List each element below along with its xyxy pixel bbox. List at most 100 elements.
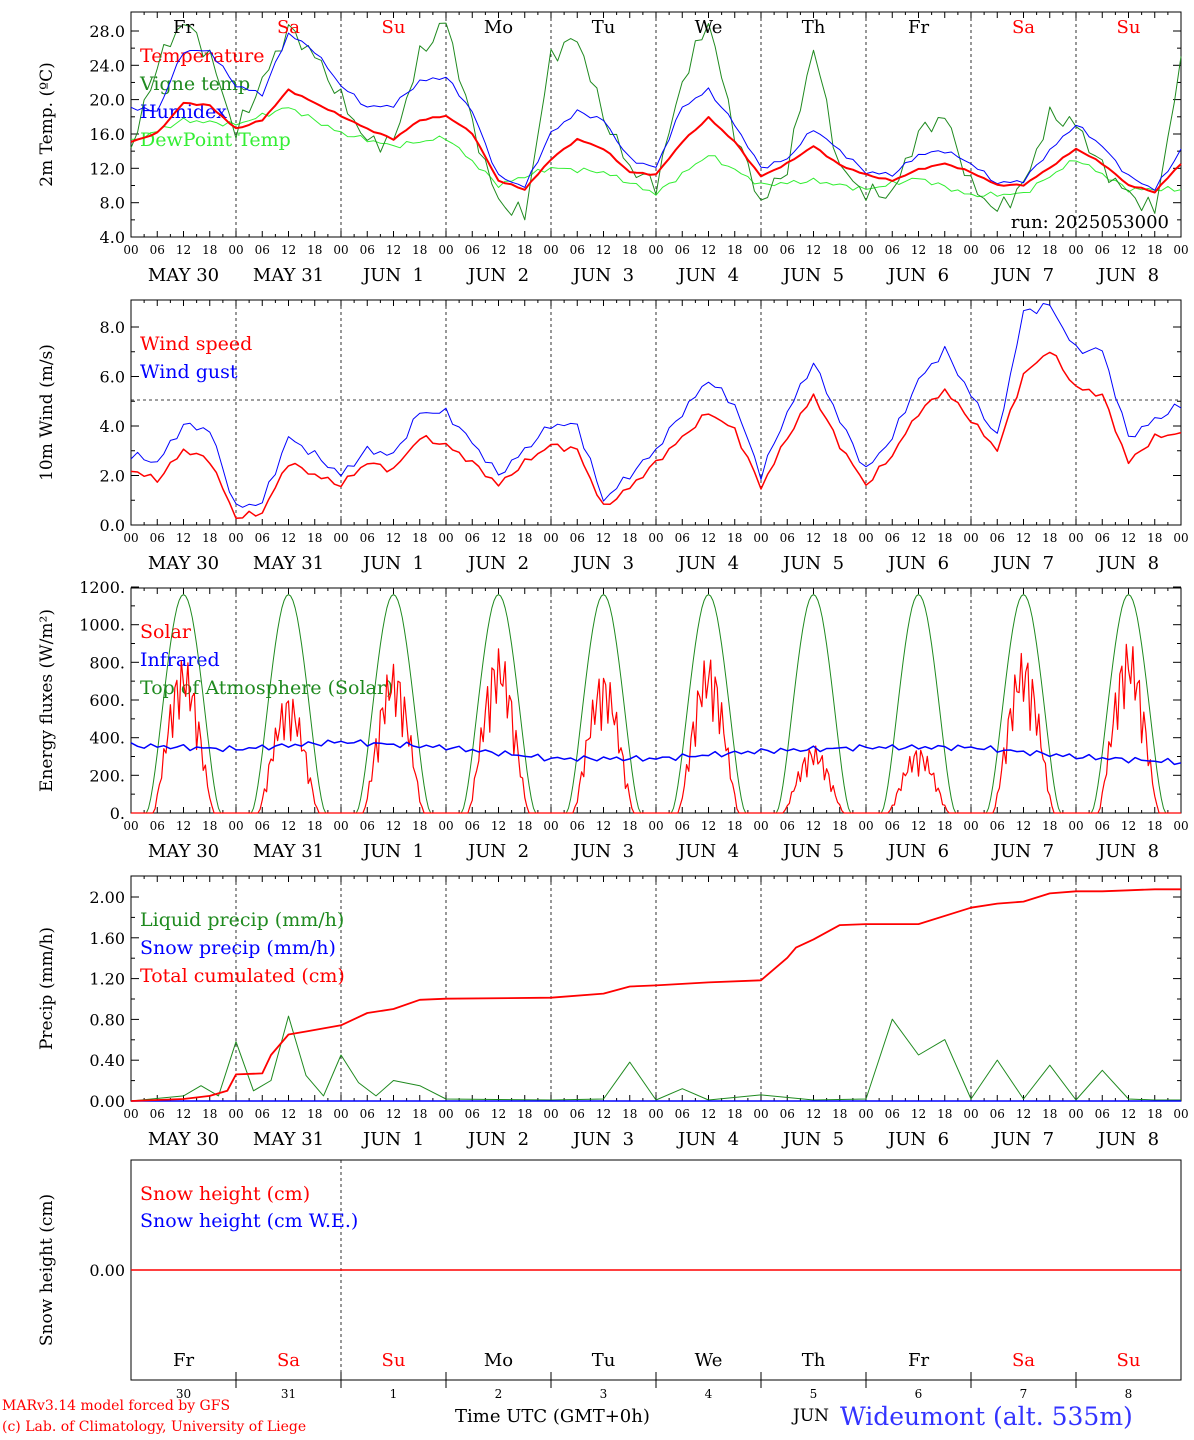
hour-label: 06: [675, 243, 690, 257]
hour-label: 06: [1095, 531, 1110, 545]
hour-label: 18: [307, 819, 322, 833]
hour-label: 18: [412, 243, 427, 257]
date-label: JUN 7: [991, 553, 1054, 574]
hour-label: 18: [1147, 1107, 1162, 1121]
hour-label: 18: [412, 1107, 427, 1121]
hour-label: 00: [543, 531, 558, 545]
hour-label: 12: [1016, 1107, 1031, 1121]
hour-label: 12: [281, 1107, 296, 1121]
hour-label: 18: [1042, 243, 1057, 257]
hour-label: 12: [1121, 1107, 1136, 1121]
hour-label: 12: [1016, 819, 1031, 833]
hour-label: 18: [622, 819, 637, 833]
hour-label: 12: [386, 531, 401, 545]
hour-label: 12: [701, 243, 716, 257]
series-humidex: [130, 32, 1182, 191]
hour-label: 06: [780, 1107, 795, 1121]
hour-label: 00: [858, 819, 873, 833]
legend-snow-height-cm-: Snow height (cm): [140, 1183, 310, 1205]
legend-dewpoint-temp: DewPoint Temp: [140, 129, 291, 151]
weekday-label: Sa: [1012, 1350, 1035, 1371]
hour-label: 06: [360, 1107, 375, 1121]
y-tick-label: 1.20: [89, 970, 125, 989]
series-vigne-temp: [130, 22, 1182, 221]
hour-label: 18: [517, 819, 532, 833]
location-label: Wideumont (alt. 535m): [840, 1402, 1133, 1431]
hour-label: 00: [228, 243, 243, 257]
hour-label: 00: [963, 531, 978, 545]
hour-label: 18: [1042, 531, 1057, 545]
hour-label: 00: [753, 1107, 768, 1121]
hour-label: 06: [255, 531, 270, 545]
y-axis-label: Precip (mm/h): [37, 927, 57, 1050]
hour-label: 00: [963, 243, 978, 257]
legend-top-of-atmosphere-solar-: Top of Atmosphere (Solar): [140, 677, 393, 699]
hour-label: 00: [648, 531, 663, 545]
date-label: JUN 2: [466, 841, 529, 862]
hour-label: 06: [570, 243, 585, 257]
hour-label: 18: [727, 531, 742, 545]
hour-label: 18: [622, 243, 637, 257]
hour-label: 00: [648, 1107, 663, 1121]
y-tick-label: 12.0: [89, 159, 125, 178]
y-tick-label: 0.00: [89, 1092, 125, 1111]
hour-label: 18: [937, 531, 952, 545]
hour-label: 12: [911, 531, 926, 545]
series-liquid-precip: [130, 1015, 1181, 1102]
date-label: JUN 3: [571, 265, 634, 286]
hour-label: 06: [570, 819, 585, 833]
panel-snow: 0.00 Snow height (cm) Snow height (cm) Snow…: [37, 1159, 1182, 1401]
hour-label: 00: [333, 243, 348, 257]
hour-label: 12: [491, 531, 506, 545]
panel-energy: 00 06 12 18 00 06 12 18 00 06 12 18 00 06 12 18 00 06 12 18…: [37, 578, 1189, 862]
hour-label: 12: [911, 819, 926, 833]
hour-label: 18: [517, 243, 532, 257]
month-label: JUN: [793, 1406, 830, 1426]
date-label: JUN 8: [1096, 841, 1159, 862]
hour-label: 12: [386, 1107, 401, 1121]
hour-label: 12: [806, 1107, 821, 1121]
hour-label: 18: [1147, 243, 1162, 257]
date-label: JUN 6: [886, 841, 949, 862]
hour-label: 12: [1121, 819, 1136, 833]
hour-label: 00: [438, 819, 453, 833]
y-tick-label: 2.0: [100, 467, 125, 486]
hour-label: 06: [255, 1107, 270, 1121]
hour-label: 18: [202, 819, 217, 833]
hour-label: 00: [1173, 819, 1188, 833]
date-label: JUN 1: [361, 265, 424, 286]
y-tick-label: 8.0: [100, 318, 125, 337]
legend-total-cumulated-cm-: Total cumulated (cm): [140, 965, 345, 987]
weekday-label: Sa: [277, 1350, 300, 1371]
weekday-label: Fr: [173, 1350, 194, 1371]
hour-label: 06: [675, 1107, 690, 1121]
hour-label: 12: [596, 243, 611, 257]
day-number: 7: [1020, 1387, 1028, 1401]
hour-label: 06: [1095, 1107, 1110, 1121]
hour-label: 06: [255, 243, 270, 257]
hour-label: 00: [333, 531, 348, 545]
hour-label: 00: [753, 243, 768, 257]
hour-label: 12: [806, 819, 821, 833]
hour-label: 12: [1016, 243, 1031, 257]
date-label: JUN 8: [1096, 265, 1159, 286]
date-label: JUN 2: [466, 265, 529, 286]
model-credit: MARv3.14 model forced by GFS: [2, 1398, 231, 1414]
date-label: MAY 31: [253, 1129, 324, 1150]
date-label: JUN 5: [781, 841, 844, 862]
hour-label: 00: [1068, 819, 1083, 833]
weekday-label: Fr: [173, 17, 194, 38]
hour-label: 06: [990, 1107, 1005, 1121]
hour-label: 00: [648, 243, 663, 257]
legend-humidex: Humidex: [140, 101, 227, 123]
date-label: JUN 3: [571, 841, 634, 862]
hour-label: 12: [596, 819, 611, 833]
hour-label: 06: [150, 819, 165, 833]
day-number: 8: [1125, 1387, 1133, 1401]
day-number: 3: [600, 1387, 608, 1401]
hour-label: 06: [780, 531, 795, 545]
lab-credit: (c) Lab. of Climatology, University of L…: [2, 1419, 307, 1435]
legend-solar: Solar: [140, 621, 192, 643]
date-label: JUN 5: [781, 553, 844, 574]
y-tick-label: 28.0: [89, 22, 125, 41]
